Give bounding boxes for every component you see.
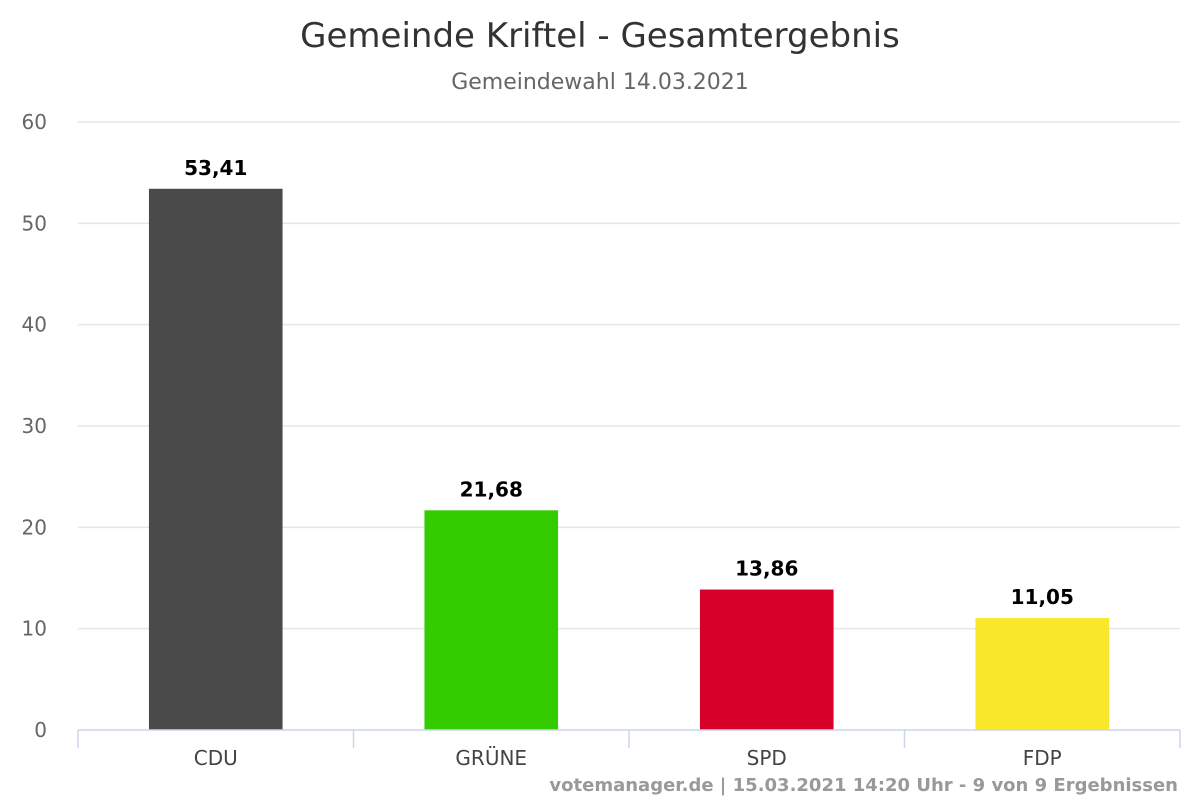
bar-fdp[interactable] — [975, 618, 1110, 730]
data-label: 11,05 — [1011, 585, 1074, 609]
credits-link[interactable]: votemanager.de | 15.03.2021 14:20 Uhr - … — [549, 775, 1178, 796]
y-tick-label: 0 — [34, 718, 47, 742]
y-tick-label: 20 — [22, 515, 47, 539]
x-tick-label: FDP — [1023, 746, 1062, 770]
data-label: 13,86 — [735, 557, 798, 581]
x-axis: CDU GRÜNE SPD FDP — [77, 729, 1181, 770]
y-tick-label: 40 — [22, 313, 47, 337]
data-label: 21,68 — [460, 477, 523, 501]
y-axis-ticks: 0 10 20 30 40 50 60 — [22, 110, 47, 742]
x-tick-label: SPD — [747, 746, 787, 770]
bar-grüne[interactable] — [424, 510, 559, 730]
chart-subtitle: Gemeindewahl 14.03.2021 — [451, 70, 749, 95]
bars — [148, 188, 1110, 730]
x-tick-label: CDU — [194, 746, 238, 770]
data-labels: 53,41 21,68 13,86 11,05 — [184, 156, 1074, 609]
y-tick-label: 10 — [22, 617, 47, 641]
y-tick-label: 30 — [22, 414, 47, 438]
y-tick-label: 50 — [22, 211, 47, 235]
x-tick-label: GRÜNE — [455, 746, 527, 770]
chart-title: Gemeinde Kriftel - Gesamtergebnis — [300, 16, 900, 56]
data-label: 53,41 — [184, 156, 247, 180]
bar-spd[interactable] — [699, 589, 834, 730]
bar-cdu[interactable] — [148, 188, 283, 730]
y-tick-label: 60 — [22, 110, 47, 134]
